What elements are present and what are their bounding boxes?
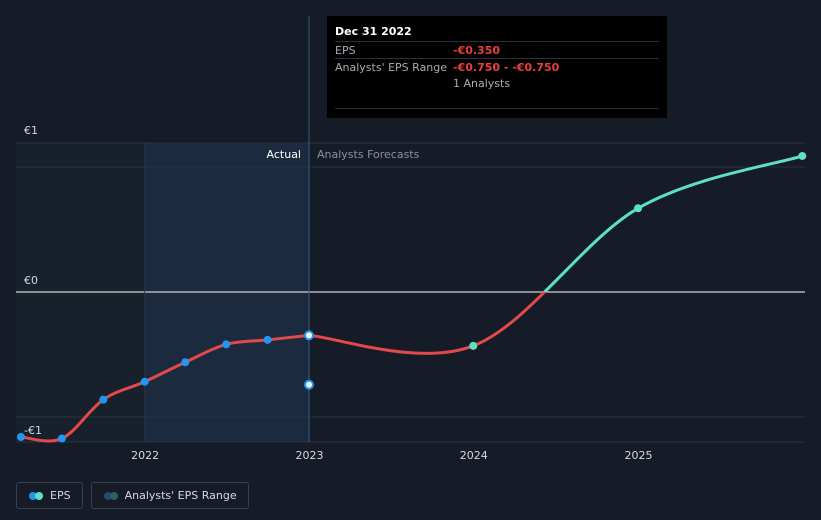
eps-actual-point	[263, 335, 272, 344]
eps-actual-point	[140, 377, 149, 386]
legend-range-label: Analysts' EPS Range	[124, 489, 237, 502]
eps-actual-point	[57, 434, 66, 443]
tooltip-value-analysts: 1 Analysts	[453, 77, 511, 90]
legend-range-swatch-forecast	[109, 491, 118, 500]
eps-actual-point	[222, 340, 231, 349]
tooltip-row-eps: EPS -€0.350	[335, 41, 659, 59]
x-tick-label: 2024	[460, 449, 488, 462]
eps-actual-point	[304, 330, 315, 341]
y-tick-label: €0	[24, 274, 38, 287]
legend-item-eps-range[interactable]: Analysts' EPS Range	[90, 482, 249, 509]
tooltip-row-analysts: 1 Analysts	[335, 75, 659, 92]
eps-actual-point	[181, 358, 190, 367]
tooltip-label-range: Analysts' EPS Range	[335, 61, 448, 74]
legend-range-swatch-past	[103, 491, 112, 500]
region-label-actual: Actual	[267, 148, 301, 161]
legend-eps-label: EPS	[50, 489, 71, 502]
legend-eps-swatch-past	[29, 491, 37, 500]
tooltip-value-range: -€0.750 - -€0.750	[453, 61, 560, 74]
legend-eps-swatch	[29, 491, 43, 500]
x-tick-label: 2023	[295, 449, 323, 462]
eps-forecast-point	[798, 151, 807, 160]
tooltip-label-eps: EPS	[335, 44, 356, 57]
region-label-forecast: Analysts Forecasts	[317, 148, 420, 161]
eps-forecast-point	[469, 341, 478, 350]
legend-item-eps[interactable]: EPS	[16, 482, 83, 509]
tooltip-row-range: Analysts' EPS Range -€0.750 - -€0.750	[335, 58, 659, 76]
eps-actual-point	[99, 395, 108, 404]
legend: EPS Analysts' EPS Range	[16, 482, 249, 509]
eps-line-forecast-positive	[542, 154, 803, 292]
legend-eps-swatch-forecast	[35, 491, 43, 500]
y-tick-label: €1	[24, 124, 38, 137]
tooltip-date: Dec 31 2022	[335, 25, 412, 38]
tooltip-value-eps: -€0.350	[453, 44, 501, 57]
y-tick-label: -€1	[24, 424, 42, 437]
legend-range-swatch	[103, 491, 118, 500]
tooltip-panel: Dec 31 2022 EPS -€0.350 Analysts' EPS Ra…	[327, 16, 667, 118]
tooltip-divider	[335, 108, 659, 109]
eps-range-point	[304, 379, 315, 390]
x-tick-label: 2025	[624, 449, 652, 462]
x-tick-label: 2022	[131, 449, 159, 462]
eps-line-forecast-negative	[308, 292, 547, 355]
eps-actual-point	[16, 433, 25, 442]
eps-forecast-point	[634, 204, 643, 213]
